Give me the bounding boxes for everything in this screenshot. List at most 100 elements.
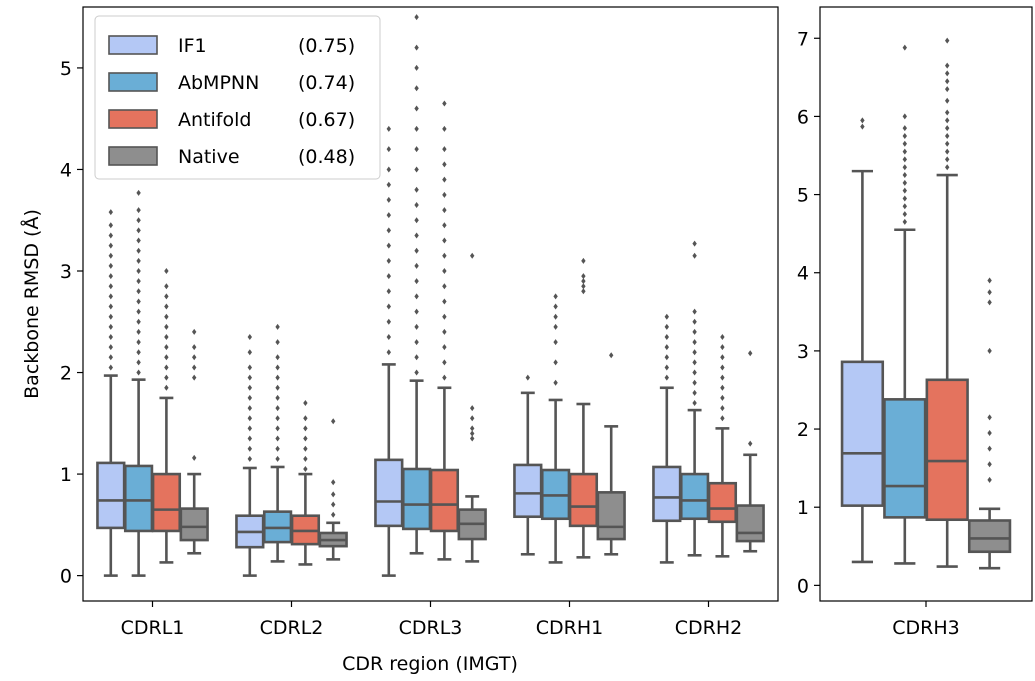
legend-swatch-native xyxy=(108,146,158,166)
box-cdrl1-if1-outlier xyxy=(108,232,113,239)
box-cdrl3-if1-outlier xyxy=(386,288,391,295)
box-cdrl3-antifold-outlier xyxy=(442,191,447,198)
box-cdrl2-if1-outlier xyxy=(247,425,252,432)
box-cdrh2-antifold-outlier xyxy=(720,394,725,401)
box-cdrh3-abmpnn-outlier xyxy=(902,164,907,171)
box-cdrl1-abmpnn-outlier xyxy=(136,189,141,196)
legend-swatch-antifold xyxy=(108,109,158,129)
box-cdrl2-native-outlier xyxy=(331,491,336,498)
x-tick-label-cdrh3: CDRH3 xyxy=(892,617,959,639)
box-cdrl3-native-outlier xyxy=(470,435,475,442)
box-cdrl3-if1-outlier xyxy=(386,125,391,132)
box-cdrh3-antifold-outlier xyxy=(945,109,950,116)
box-cdrl3-if1-outlier xyxy=(386,166,391,173)
box-cdrh2-abmpnn-outlier xyxy=(692,389,697,396)
legend-entry-abmpnn: AbMPNN (0.74) xyxy=(108,72,355,94)
box-cdrh3-antifold-outlier xyxy=(945,86,950,93)
box-cdrl1-antifold-iqr xyxy=(151,472,182,533)
box-cdrl1-if1-outlier xyxy=(108,242,113,249)
box-cdrl3-abmpnn-outlier xyxy=(414,202,419,208)
box-cdrl2-antifold-outlier xyxy=(303,415,308,422)
box-cdrh2-abmpnn-outlier xyxy=(692,369,697,376)
box-cdrl3-abmpnn-outlier xyxy=(414,166,419,173)
box-cdrh1-antifold-outlier xyxy=(581,273,586,280)
box-cdrh3-antifold-outlier xyxy=(945,78,950,85)
box-cdrh2-if1-iqr xyxy=(652,465,682,523)
box-cdrl1-abmpnn-outlier xyxy=(136,207,141,214)
box-cdrh3-antifold-outlier xyxy=(945,70,950,77)
box-cdrl3-antifold-outlier xyxy=(442,125,447,132)
box-cdrh3-antifold-outlier xyxy=(945,148,950,155)
box-cdrl2-abmpnn-outlier xyxy=(275,435,280,442)
box-cdrh2-abmpnn-iqr xyxy=(679,472,710,521)
left-x-axis-label: CDR region (IMGT) xyxy=(342,653,518,675)
box-cdrl3-abmpnn-outlier xyxy=(414,262,419,269)
box-cdrl1-abmpnn-outlier xyxy=(136,227,141,234)
box-cdrl2-native-outlier xyxy=(331,418,336,425)
y-tick-label: 0 xyxy=(797,575,809,597)
box-cdrh2-native-outlier xyxy=(748,440,753,447)
box-cdrh1-native xyxy=(596,352,626,556)
y-tick-label: 5 xyxy=(797,185,809,207)
box-cdrl3-native-outlier xyxy=(470,405,475,412)
box-cdrl1-if1-outlier xyxy=(108,222,113,229)
box-cdrl2-if1-outlier xyxy=(247,349,252,356)
box-cdrh3-native-outlier xyxy=(987,414,992,421)
box-cdrl1-abmpnn-outlier xyxy=(136,237,141,244)
box-cdrh3-antifold-outlier xyxy=(945,62,950,69)
box-cdrh3-abmpnn-outlier xyxy=(902,156,907,163)
box-cdrl1-antifold-outlier xyxy=(164,384,169,391)
box-cdrl3-antifold-outlier xyxy=(442,313,447,320)
left-y-ticks: 0 1 2 3 4 5 xyxy=(60,58,83,588)
box-cdrl3-abmpnn-outlier xyxy=(414,85,419,92)
right-boxplots xyxy=(840,37,1012,570)
box-cdrl3-abmpnn-outlier xyxy=(414,64,419,71)
box-cdrl3-native xyxy=(457,252,487,563)
box-cdrh3-antifold-iqr xyxy=(925,378,969,522)
legend-label-antifold: Antifold xyxy=(178,109,251,131)
box-cdrl3-antifold-outlier xyxy=(442,374,447,381)
box-cdrh1-abmpnn-outlier xyxy=(553,323,558,330)
box-cdrl2-antifold xyxy=(290,400,321,566)
box-cdrh2-if1-outlier xyxy=(664,323,669,330)
box-cdrl3-abmpnn-outlier xyxy=(414,293,419,300)
legend-value-if1: (0.75) xyxy=(298,35,355,57)
box-cdrl1-antifold-outlier xyxy=(164,303,169,310)
legend-swatch-if1 xyxy=(108,35,158,55)
box-cdrl3-if1-outlier xyxy=(386,318,391,325)
y-tick-label: 7 xyxy=(797,28,809,50)
box-cdrl3-if1-outlier xyxy=(386,212,391,219)
box-cdrh2-antifold-outlier xyxy=(720,415,725,422)
box-cdrl3-abmpnn-outlier xyxy=(414,339,419,346)
box-cdrl3-abmpnn-outlier xyxy=(414,369,419,376)
box-cdrl3-abmpnn-outlier xyxy=(414,14,419,21)
box-cdrh1-if1-iqr xyxy=(513,463,543,519)
box-cdrl2-antifold-outlier xyxy=(303,455,308,462)
box-cdrh3-abmpnn-outlier xyxy=(902,140,907,147)
box-cdrh3-abmpnn-outlier xyxy=(902,132,907,139)
box-cdrh3-native xyxy=(967,277,1012,570)
y-tick-label: 2 xyxy=(60,363,72,385)
box-cdrh1-abmpnn-outlier xyxy=(553,379,558,386)
box-cdrh3-abmpnn-outlier xyxy=(902,172,907,179)
box-cdrh2-antifold-outlier xyxy=(720,384,725,391)
box-cdrl2-antifold-outlier xyxy=(303,466,308,472)
box-cdrl2-if1-outlier xyxy=(247,384,252,391)
box-cdrh3-native-iqr xyxy=(967,519,1012,554)
x-tick-label-cdrh2: CDRH2 xyxy=(675,617,742,639)
box-cdrl2-abmpnn-outlier xyxy=(275,455,280,462)
legend-value-abmpnn: (0.74) xyxy=(298,72,355,94)
legend-value-native: (0.48) xyxy=(298,146,355,168)
box-cdrl2-antifold-outlier xyxy=(303,425,308,432)
box-cdrl2-antifold-outlier xyxy=(303,445,308,452)
box-cdrl1-native-outlier xyxy=(192,364,197,371)
box-cdrh2-abmpnn-outlier xyxy=(692,240,697,247)
box-cdrl2-abmpnn-outlier xyxy=(275,374,280,381)
box-cdrl2-abmpnn-outlier xyxy=(275,384,280,391)
box-cdrl1-if1 xyxy=(96,209,126,577)
legend-entry-native: Native (0.48) xyxy=(108,146,355,168)
box-cdrl2-abmpnn-outlier xyxy=(275,339,280,346)
x-tick-label-cdrl1: CDRL1 xyxy=(121,617,185,639)
box-cdrl3-abmpnn-iqr xyxy=(401,467,432,531)
box-cdrl3-antifold-outlier xyxy=(442,176,447,183)
